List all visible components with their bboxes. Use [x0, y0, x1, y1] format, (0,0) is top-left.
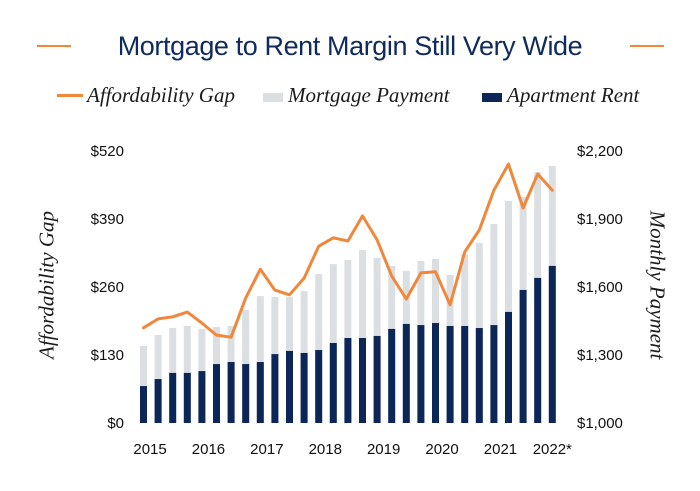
legend-item-mortgage: Mortgage Payment	[263, 80, 450, 110]
mortgage-bar	[315, 274, 323, 423]
rent-bar	[154, 379, 162, 423]
y-left-tick-label: $0	[107, 415, 124, 432]
y-right-tick-label: $1,600	[577, 279, 623, 296]
rent-bar	[300, 352, 308, 423]
mortgage-bar	[256, 296, 264, 423]
rent-bar	[169, 372, 177, 423]
rent-bar	[242, 364, 250, 423]
rent-bar	[271, 354, 279, 423]
x-tick-label: 2022*	[533, 441, 572, 458]
rent-bar	[461, 325, 469, 423]
y-left-tick-label: $260	[91, 279, 124, 296]
x-ticks: 2015 2016 2017 2018 2019 2020 2021 2022*	[133, 441, 572, 458]
rent-bar	[198, 371, 206, 423]
rent-bar	[315, 350, 323, 423]
rent-bar	[227, 362, 235, 423]
rent-bars	[140, 265, 556, 423]
x-tick-label: 2018	[309, 441, 342, 458]
title-decoration-left	[37, 45, 71, 47]
rent-bar	[329, 342, 337, 423]
rent-bar	[402, 323, 410, 423]
rent-bar	[505, 311, 512, 423]
mortgage-bar	[490, 223, 498, 423]
legend-label: Affordability Gap	[87, 82, 235, 107]
rent-bar	[213, 364, 220, 423]
rent-bar	[359, 338, 366, 423]
mortgage-bar	[140, 345, 147, 423]
x-tick-label: 2019	[367, 441, 400, 458]
rent-bar	[388, 328, 396, 423]
rent-bar	[183, 372, 191, 423]
y-right-ticks: $1,000 $1,300 $1,600 $1,900 $2,200	[577, 143, 623, 432]
chart-title: Mortgage to Rent Margin Still Very Wide	[117, 31, 583, 61]
rent-bar	[417, 325, 425, 423]
title-decoration-right	[630, 45, 664, 47]
y-left-ticks: $0 $130 $260 $390 $520	[91, 143, 124, 432]
legend-item-rent: Apartment Rent	[482, 80, 639, 110]
y-left-tick-label: $390	[91, 211, 124, 228]
rent-bar	[344, 338, 352, 423]
x-tick-label: 2017	[250, 441, 283, 458]
rent-bar	[373, 335, 381, 423]
rent-bar	[256, 362, 264, 423]
y-right-tick-label: $1,000	[577, 415, 623, 432]
rent-bar	[519, 289, 527, 423]
legend-label: Apartment Rent	[507, 82, 640, 107]
rent-bar	[446, 325, 454, 423]
legend: Affordability Gap Mortgage Payment Apart…	[0, 80, 700, 110]
gap-line	[142, 162, 554, 339]
y-left-tick-label: $520	[91, 143, 124, 160]
legend-box-icon	[482, 93, 502, 102]
legend-item-gap: Affordability Gap	[57, 80, 235, 110]
rent-bar	[432, 323, 439, 423]
x-tick-label: 2021	[484, 441, 517, 458]
y-right-tick-label: $1,300	[577, 347, 623, 364]
y-left-tick-label: $130	[91, 347, 124, 364]
title-row: Mortgage to Rent Margin Still Very Wide	[0, 26, 700, 66]
y-right-tick-label: $2,200	[577, 143, 623, 160]
x-tick-label: 2015	[133, 441, 166, 458]
legend-line-icon	[57, 93, 83, 97]
x-tick-label: 2016	[192, 441, 225, 458]
y-right-tick-label: $1,900	[577, 211, 623, 228]
x-tick-label: 2020	[425, 441, 458, 458]
gap-line-series	[142, 162, 554, 339]
rent-bar	[490, 325, 498, 423]
rent-bar	[475, 328, 483, 423]
rent-bar	[548, 265, 556, 423]
rent-bar	[286, 350, 293, 423]
legend-label: Mortgage Payment	[288, 82, 450, 107]
rent-bar	[534, 277, 542, 423]
rent-bar	[140, 386, 147, 423]
mortgage-bar	[359, 250, 366, 423]
legend-box-icon	[263, 93, 283, 102]
